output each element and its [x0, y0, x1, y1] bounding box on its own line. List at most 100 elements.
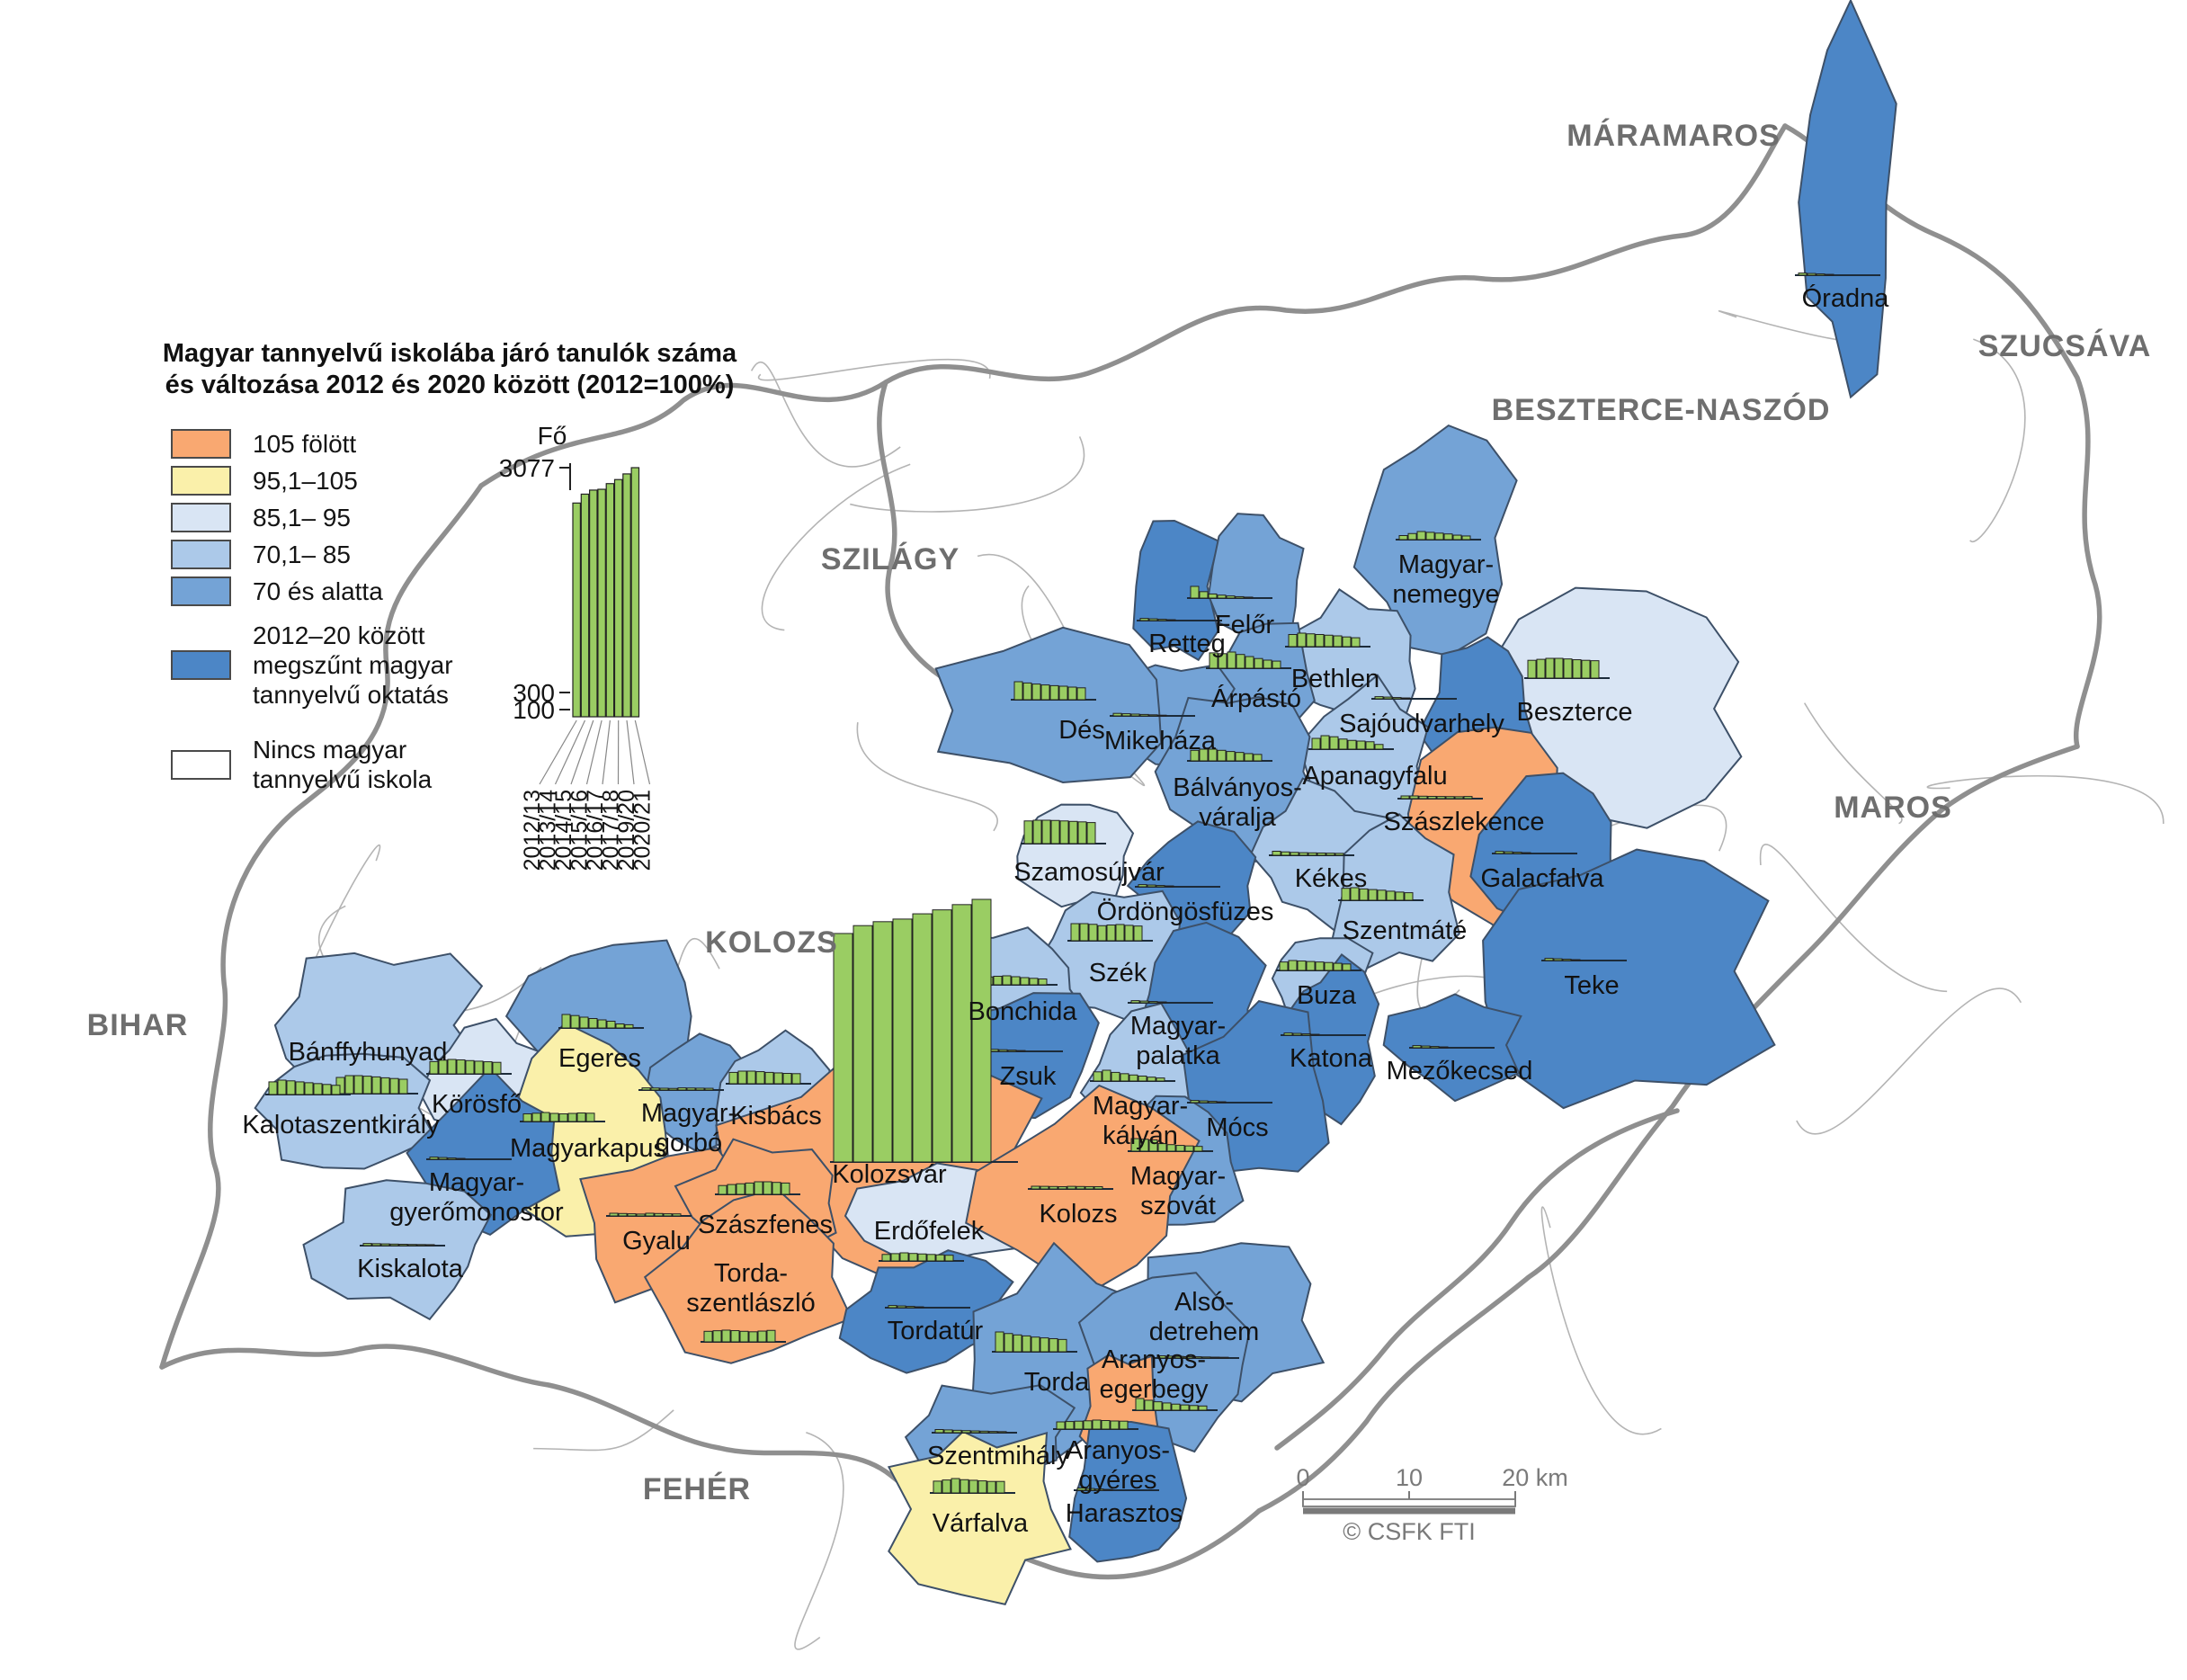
minichart-fel-r [1187, 585, 1272, 599]
minichart-magyar-gorb [638, 1087, 724, 1091]
commune-border-line [1926, 774, 2165, 825]
label-szamos-jv-r: Szamosújvár [1013, 858, 1165, 887]
minichart-sz-szfenes [715, 1181, 800, 1195]
legend-item-no-school: Nincs magyar tannyelvű iskola [171, 735, 567, 794]
commune-border-line [1803, 702, 1903, 825]
legend-chart-year-label: 2015/16 [567, 790, 593, 871]
commune-border-line [757, 358, 991, 381]
county-label-fehér: FEHÉR [643, 1472, 751, 1506]
county-label-kolozs: KOLOZS [705, 925, 838, 960]
label-fel-r: Felőr [1215, 611, 1274, 639]
label-k-r-sf: Körösfő [432, 1090, 522, 1119]
legend-chart-bar [572, 502, 581, 718]
scalebar-20km: 20 km [1502, 1464, 1568, 1491]
label-k-kes: Kékes [1295, 864, 1368, 893]
label-kisb-cs: Kisbács [730, 1102, 822, 1130]
minichart-magyar-k-ly-n [1090, 1069, 1175, 1082]
mini-charts [265, 273, 1880, 1494]
minichart-mikeh-za [1110, 712, 1195, 717]
minichart-szentmih-ly [932, 1429, 1017, 1434]
label-bethlen: Bethlen [1291, 665, 1379, 693]
label-torda-szentl-szl: Torda-szentlászló [686, 1259, 815, 1318]
legend-chart-year-label: 2012/13 [520, 790, 545, 871]
label-b-nffyhunyad: Bánffyhunyad [289, 1038, 448, 1067]
legend-label: 85,1– 95 [253, 504, 351, 532]
county-border-line [159, 1344, 1262, 1580]
minichart-katona [1281, 1032, 1366, 1036]
minichart-torda [992, 1331, 1077, 1353]
legend: 105 fölött 95,1–105 85,1– 95 70,1– 85 70… [171, 429, 567, 801]
map-title-line1: Magyar tannyelvű iskolába járó tanulók s… [162, 339, 737, 368]
county-border-line [159, 483, 484, 1370]
map-title-line2: és változása 2012 és 2020 között (2012=1… [165, 371, 735, 399]
region-radna [1798, 0, 1897, 399]
label-rd-ng-sf-zes: Ördöngösfüzes [1097, 898, 1274, 926]
minichart-aranyos-egerbegy [1132, 1398, 1218, 1411]
minichart-rd-ng-sf-zes [1135, 884, 1220, 888]
label-magyar-gyer-monostor: Magyar-gyerőmonostor [389, 1168, 564, 1227]
label-kolozsv-r: Kolozsvár [832, 1160, 947, 1189]
label-b-lv-nyos-v-ralja: Bálványos-váralja [1173, 773, 1301, 832]
label-apanagyfalu: Apanagyfalu [1302, 762, 1447, 791]
legend-chart-and-scalebar: Fő30773001002012/132013/142014/152015/16… [499, 422, 1568, 1545]
minichart-d-s [1011, 681, 1096, 701]
minichart-kolozs [1028, 1185, 1113, 1190]
label-harasztos: Harasztos [1066, 1499, 1183, 1528]
label-teke: Teke [1564, 971, 1619, 1000]
county-label-máramaros: MÁRAMAROS [1567, 119, 1781, 153]
county-border-line [478, 123, 1788, 488]
label-kolozs: Kolozs [1039, 1200, 1117, 1229]
label-galacfalva: Galacfalva [1480, 864, 1604, 893]
minichart-als-detrehem [1154, 1355, 1239, 1359]
legend-chart-unit-label: Fő [538, 422, 567, 450]
commune-border-line [533, 1409, 674, 1452]
label-gyalu: Gyalu [622, 1227, 691, 1256]
label-bonchida: Bonchida [969, 997, 1078, 1026]
label-mez-kecsed: Mezőkecsed [1387, 1057, 1533, 1086]
legend-label: 105 fölött [253, 430, 357, 458]
legend-item-70-85: 70,1– 85 [171, 540, 567, 569]
label-buza: Buza [1297, 981, 1357, 1010]
label-tordat-r: Tordatúr [888, 1317, 984, 1345]
label-zsuk: Zsuk [1000, 1062, 1057, 1091]
minichart-bethlen [1285, 632, 1370, 648]
copyright-credit: © CSFK FTI [1343, 1518, 1475, 1545]
label-magyarkapus: Magyarkapus [510, 1134, 666, 1163]
minichart-szentm-t [1338, 887, 1424, 901]
minichart-galacfalva [1492, 851, 1577, 854]
legend-chart-year-label: 2014/15 [551, 790, 576, 871]
county-borders [159, 123, 2102, 1580]
legend-chart-bar [580, 493, 590, 718]
legend-chart-tick: 3077 [499, 454, 555, 482]
regions [254, 0, 1897, 1606]
label-sz-szlekence: Szászlekence [1384, 808, 1545, 836]
label-kalotaszentkir-ly: Kalotaszentkirály [242, 1111, 440, 1139]
label-aranyos-egerbegy: Aranyos-egerbegy [1100, 1345, 1209, 1404]
commune-border-line [1969, 338, 2026, 543]
legend-chart-year-label: 2017/18 [599, 790, 624, 871]
scalebar-10: 10 [1396, 1464, 1423, 1491]
county-border-line [1256, 744, 2080, 1514]
minichart-magyar-palatka [1128, 1000, 1213, 1004]
minichart-m-cs [1187, 1100, 1272, 1104]
region-kiskalota [302, 1179, 493, 1321]
legend-label: 95,1–105 [253, 467, 358, 495]
minichart-b-lv-nyos-v-ralja [1187, 748, 1272, 762]
legend-swatch-yellow [171, 466, 231, 496]
minichart-szamos-jv-r [1021, 819, 1106, 844]
legend-item-95-105: 95,1–105 [171, 466, 567, 496]
label-aranyos-gy-res: Aranyos-gyéres [1066, 1436, 1170, 1495]
minichart-k-r-sf [426, 1059, 512, 1075]
legend-chart-bar [588, 489, 598, 718]
scalebar-0: 0 [1296, 1464, 1309, 1491]
county-label-maros: MAROS [1834, 791, 1952, 825]
legend-chart-year-label: 2016/17 [583, 790, 608, 871]
legend-chart-year-label: 2013/14 [536, 790, 561, 871]
minichart-k-kes [1269, 851, 1354, 856]
label-kiskalota: Kiskalota [357, 1255, 464, 1283]
legend-chart-year-label: 2019/20 [614, 790, 639, 871]
region-d-s [934, 626, 1163, 784]
minichart-radna [1795, 273, 1880, 276]
legend-item-85-95: 85,1– 95 [171, 503, 567, 532]
